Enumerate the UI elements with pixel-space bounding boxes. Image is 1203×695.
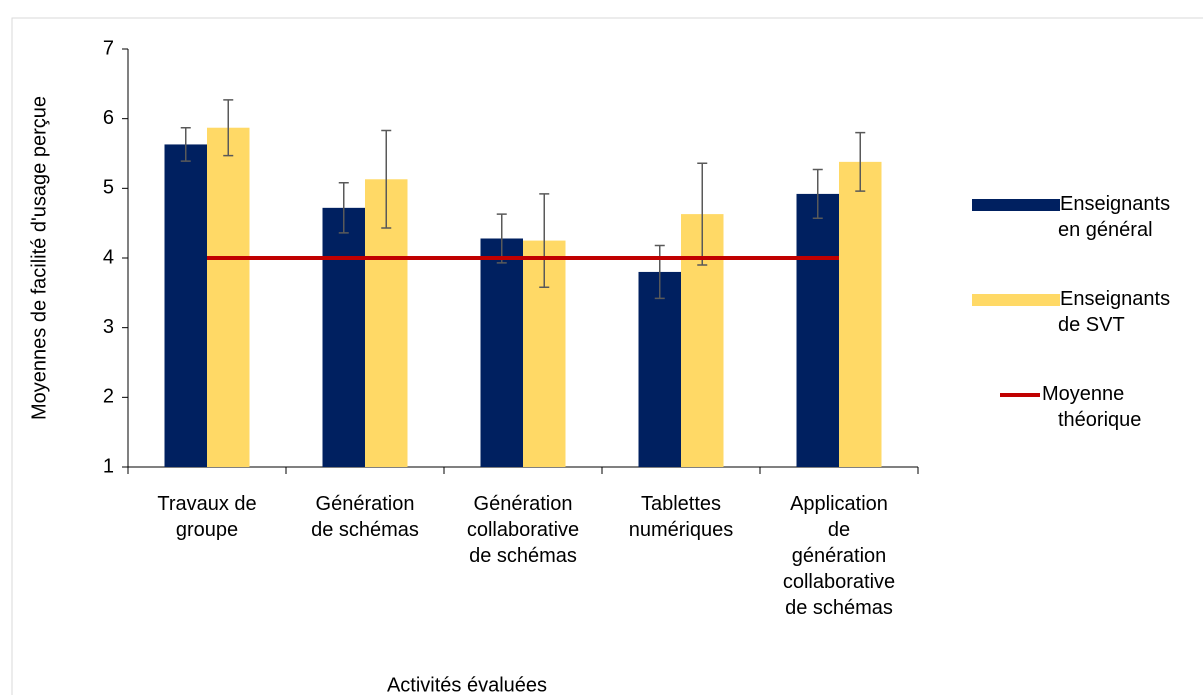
legend-label: Enseignants en général (1058, 193, 1170, 241)
bar (164, 144, 207, 467)
legend-label: Enseignants de SVT (1058, 288, 1170, 336)
error-bar (180, 126, 191, 162)
bar (322, 207, 365, 467)
error-bar (496, 213, 507, 264)
error-bar (812, 168, 823, 220)
chart-border (11, 17, 1203, 695)
y-tick-label: 7 (103, 37, 114, 59)
error-bar (338, 182, 349, 234)
error-bar (381, 129, 392, 229)
bar (207, 127, 250, 468)
bar (638, 271, 681, 467)
bar (839, 161, 882, 468)
x-axis-title: Activités évaluées (387, 674, 547, 695)
x-tick-label: Génération de schémas (311, 493, 419, 541)
y-tick-label: 6 (103, 107, 114, 129)
error-bar (223, 99, 234, 157)
y-tick-label: 4 (103, 246, 114, 268)
bar (796, 193, 839, 467)
y-tick-label: 5 (103, 177, 114, 199)
x-tick-label: Application de génération collaborative de s… (783, 493, 895, 619)
y-axis-title: Moyennes de facilité d'usage perçue (28, 96, 50, 420)
x-tick-label: Tablettes numériques (629, 493, 734, 541)
error-bar (855, 131, 866, 192)
error-bar (654, 244, 665, 300)
legend-swatch (972, 199, 1060, 211)
y-tick-label: 2 (103, 386, 114, 408)
error-bar (539, 193, 550, 289)
y-tick-label: 1 (103, 455, 114, 477)
legend-label: Moyenne théorique (1042, 383, 1141, 431)
error-bar (697, 162, 708, 266)
legend-swatch (972, 294, 1060, 306)
x-tick-label: Génération collaborative de schémas (467, 493, 579, 567)
bar (480, 238, 523, 467)
y-tick-label: 3 (103, 316, 114, 338)
x-tick-label: Travaux de groupe (157, 493, 256, 541)
